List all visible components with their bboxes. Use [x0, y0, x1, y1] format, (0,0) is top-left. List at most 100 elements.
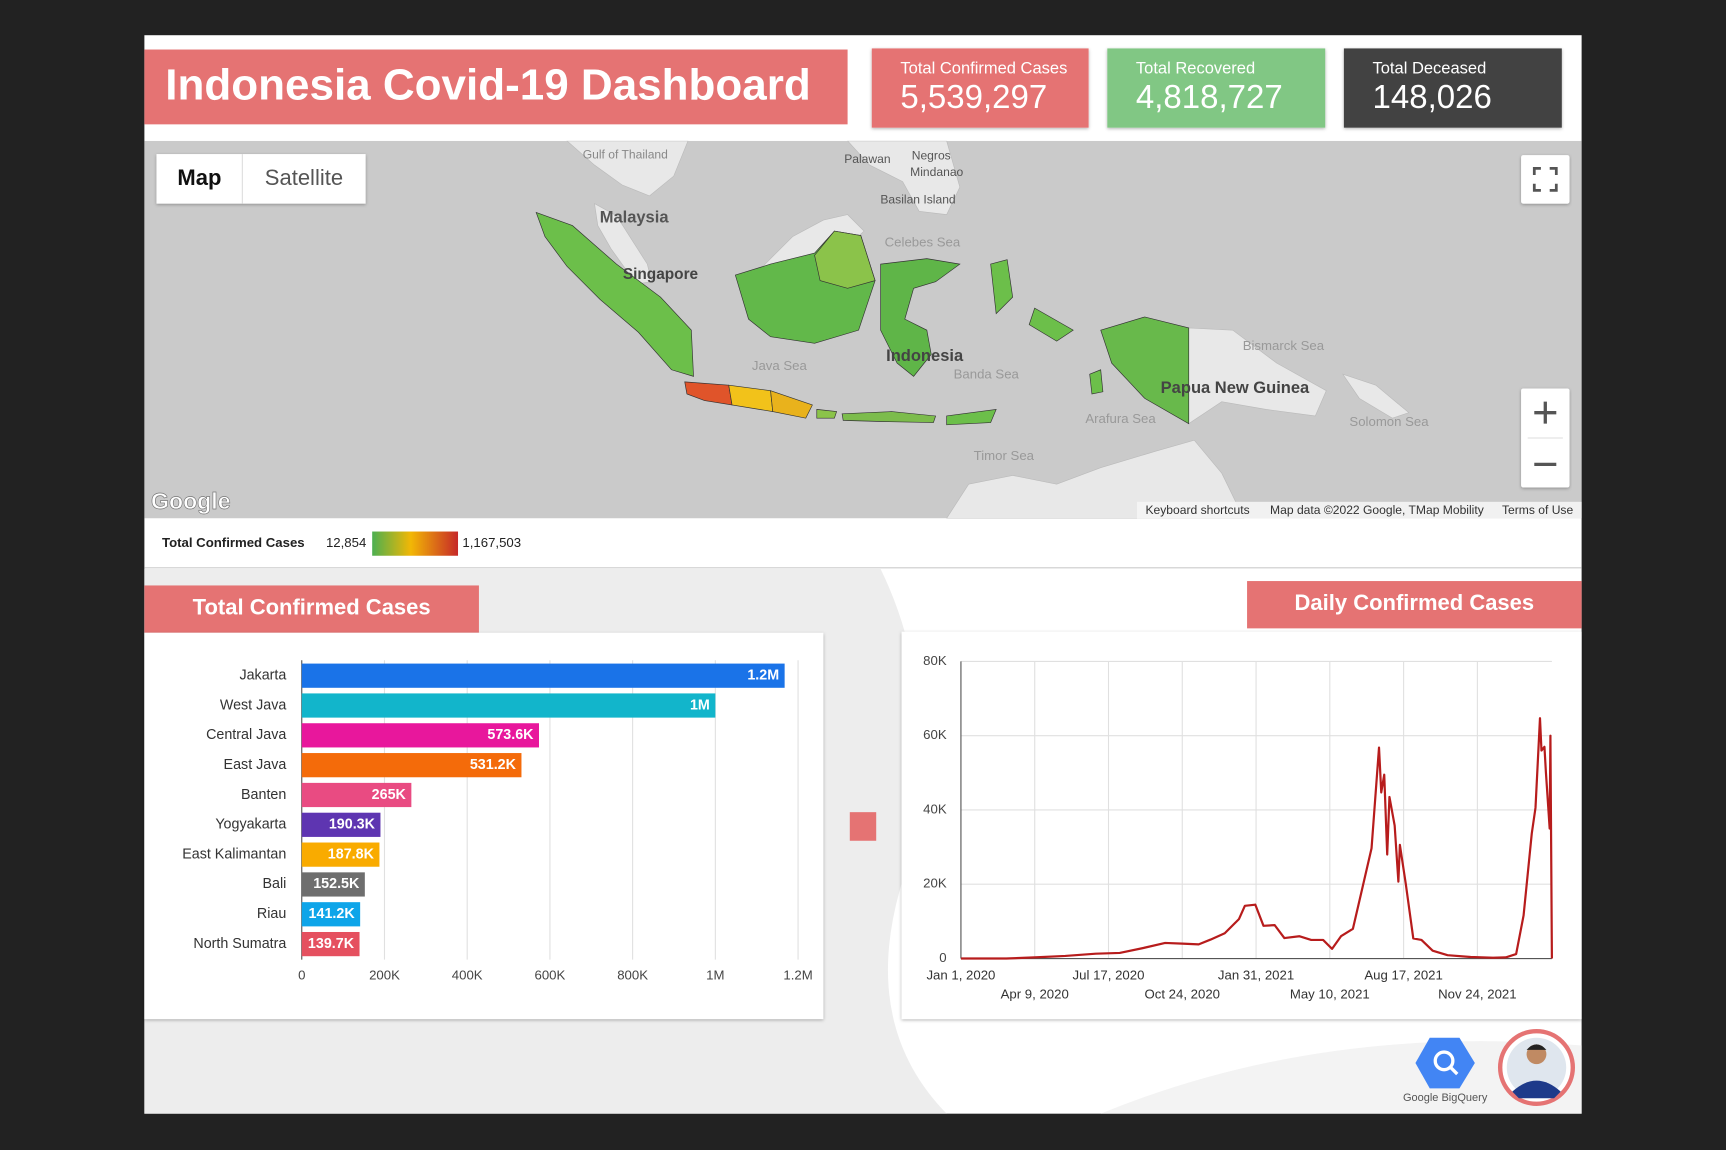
chart-header [144, 585, 479, 633]
x-tick-label: 800K [617, 968, 648, 983]
value-label: 190.3K [329, 817, 376, 833]
x-tick-label: Jul 17, 2020 [1073, 968, 1145, 983]
y-tick-label: 0 [939, 950, 946, 965]
y-tick-label: 80K [923, 653, 947, 668]
bar [301, 753, 522, 778]
chart-title: Total Confirmed Cases [193, 594, 431, 619]
x-tick-label: Aug 17, 2021 [1364, 968, 1442, 983]
y-tick-label: 20K [923, 876, 947, 891]
kpi-label: Total Deceased [1373, 60, 1487, 78]
kpi-card [1107, 48, 1326, 128]
map[interactable]: Gulf of Thailand Palawan Negros Mindanao Bas… [144, 140, 1582, 519]
map-label: Palawan [844, 152, 890, 166]
category-label: Central Java [206, 727, 286, 743]
kpi-label: Total Confirmed Cases [900, 60, 1067, 78]
value-label: 531.2K [470, 757, 517, 773]
kpi-value: 4,818,727 [1136, 78, 1283, 115]
map-label: Negros [912, 148, 951, 162]
chart-header [1247, 581, 1582, 629]
bar [301, 902, 361, 927]
attribution-link[interactable]: Keyboard shortcuts [1145, 503, 1249, 517]
avatar [1497, 1028, 1576, 1106]
x-tick-label: 600K [535, 968, 566, 983]
indonesia-provinces [535, 211, 1190, 426]
x-tick-label: Nov 24, 2021 [1438, 986, 1516, 1001]
kpi-card [871, 48, 1089, 128]
decoration [849, 812, 877, 841]
bar [301, 812, 381, 837]
category-label: Jakarta [239, 667, 286, 683]
line-series [960, 717, 1553, 960]
y-tick-label: 40K [923, 801, 947, 816]
legend-min: 12,854 [326, 535, 366, 550]
category-label: East Kalimantan [182, 846, 286, 862]
map-label: Timor Sea [974, 448, 1035, 463]
kpi-label: Total Recovered [1136, 60, 1255, 78]
x-tick-label: Jan 1, 2020 [926, 968, 995, 983]
category-label: North Sumatra [193, 936, 286, 952]
x-tick-label: Jan 31, 2021 [1218, 968, 1294, 983]
x-tick-label: May 10, 2021 [1290, 986, 1370, 1001]
attribution-bar [1137, 501, 1582, 519]
bigquery-logo [1415, 1037, 1475, 1089]
map-label: Basilan Island [880, 192, 955, 206]
value-label: 265K [372, 787, 407, 803]
bar [301, 872, 365, 897]
x-tick-label: Oct 24, 2020 [1145, 986, 1221, 1001]
x-tick-label: 1M [706, 968, 724, 983]
value-label: 573.6K [487, 727, 534, 743]
line-chart: 0 20K 40K 60K 80K Jan 1, 2020 Apr 9, 2020 Jul 1… [923, 653, 1553, 1001]
value-label: 152.5K [313, 876, 360, 892]
bar [301, 693, 716, 718]
dashboard-title: Indonesia Covid-19 Dashboard [165, 61, 810, 110]
map-button[interactable]: Map [177, 165, 221, 190]
map-type-control [156, 154, 366, 204]
map-label: Bismarck Sea [1243, 338, 1325, 353]
legend-max: 1,167,503 [462, 535, 521, 550]
bar [301, 782, 412, 808]
kpi-card [1343, 48, 1562, 128]
category-label: Banten [241, 787, 286, 803]
bar [301, 931, 360, 957]
bar-chart: 0 200K 400K 600K 800K 1M 1.2M Jakarta 1.2M West J… [182, 660, 813, 983]
map-label: Java Sea [752, 358, 808, 373]
category-label: Bali [263, 876, 287, 892]
sea [144, 140, 1582, 519]
legend-gradient [372, 531, 459, 556]
chart-title: Daily Confirmed Cases [1295, 590, 1535, 615]
title-box [144, 49, 848, 125]
map-label: Singapore [623, 266, 699, 283]
attribution-link[interactable]: Terms of Use [1502, 503, 1574, 517]
map-label: Banda Sea [954, 367, 1020, 382]
google-logo: Google [151, 488, 231, 514]
bar [301, 723, 539, 748]
x-tick-label: 0 [298, 968, 305, 983]
value-label: 187.8K [328, 846, 375, 862]
category-label: East Java [224, 757, 287, 773]
value-label: 1M [690, 697, 710, 713]
bar [301, 842, 380, 867]
map-label: Gulf of Thailand [583, 147, 668, 161]
x-tick-label: Apr 9, 2020 [1001, 986, 1069, 1001]
map-label: Arafura Sea [1085, 411, 1156, 426]
x-tick-label: 200K [369, 968, 400, 983]
map-label: Mindanao [910, 165, 963, 179]
attribution-text: Map data ©2022 Google, TMap Mobility [1270, 503, 1485, 517]
map-label: Indonesia [886, 347, 964, 365]
map-label: Celebes Sea [885, 235, 961, 250]
fullscreen-button[interactable] [1521, 155, 1570, 204]
value-label: 141.2K [309, 906, 356, 922]
zoom-control[interactable] [1521, 388, 1570, 488]
category-label: Yogyakarta [215, 817, 286, 833]
logo-caption: Google BigQuery [1403, 1092, 1488, 1104]
x-tick-label: 1.2M [783, 968, 812, 983]
value-label: 1.2M [747, 667, 779, 683]
y-tick-label: 60K [923, 727, 947, 742]
map-label: Malaysia [600, 208, 670, 226]
satellite-button[interactable]: Satellite [265, 165, 343, 190]
x-tick-label: 400K [452, 968, 483, 983]
category-label: Riau [257, 906, 286, 922]
bar [301, 663, 785, 688]
